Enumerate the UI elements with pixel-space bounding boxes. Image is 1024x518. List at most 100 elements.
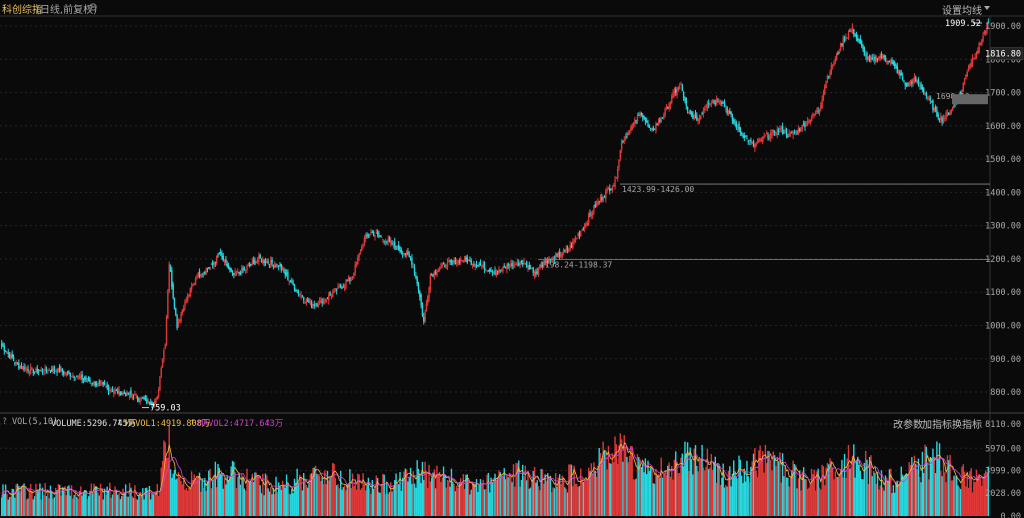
ma-settings-button[interactable]: 设置均线 <box>942 6 982 17</box>
volume-bar <box>942 458 945 516</box>
volume-bar <box>350 488 352 516</box>
volume-bar <box>391 491 393 516</box>
candle-body <box>930 100 933 102</box>
volume-bar <box>520 480 523 516</box>
candle-body <box>347 278 350 280</box>
candle-body <box>767 135 769 139</box>
volume-bar <box>908 462 910 516</box>
volume-bar <box>578 486 581 516</box>
candle-body <box>462 260 465 263</box>
volume-bar <box>120 496 123 516</box>
volume-bar <box>734 473 736 516</box>
volume-bar <box>711 469 714 516</box>
candle-body <box>182 308 185 312</box>
candle-body <box>354 264 356 274</box>
volume-bar <box>597 465 599 516</box>
candle-body <box>318 300 321 304</box>
change-params-button[interactable]: 改参数 <box>893 420 923 431</box>
candle-body <box>84 377 86 380</box>
volume-bar <box>357 473 359 516</box>
candle-body <box>14 362 16 364</box>
candle-body <box>473 264 475 266</box>
volume-bar <box>787 477 789 516</box>
candle-body <box>614 179 616 187</box>
volume-bar <box>48 498 50 516</box>
price-tick-label: 1800.00 <box>985 55 1021 65</box>
candle-body <box>342 286 345 288</box>
volume-bar <box>504 479 507 516</box>
candle-body <box>60 369 62 371</box>
volume-bar <box>70 485 73 516</box>
candle-body <box>813 114 815 116</box>
chevron-down-icon[interactable] <box>984 6 990 10</box>
volume-bar <box>390 482 392 516</box>
volume-bar <box>875 483 877 516</box>
candle-body <box>830 65 833 74</box>
candle-body <box>678 86 681 90</box>
candle-body <box>583 224 586 229</box>
candle-body <box>714 102 716 104</box>
volume-bar <box>196 478 198 516</box>
volume-bar <box>449 486 451 516</box>
gear-icon[interactable] <box>88 2 98 12</box>
candle-body <box>51 368 53 372</box>
candle-body <box>285 272 288 275</box>
volume-bar <box>387 493 389 516</box>
volume-bar <box>627 462 629 516</box>
candle-body <box>260 259 263 262</box>
volume-bar <box>862 479 864 516</box>
candle-body <box>376 231 379 235</box>
volume-bar <box>834 471 837 516</box>
candle-body <box>226 263 228 268</box>
candle-body <box>95 383 98 386</box>
candle-body <box>89 379 91 382</box>
volume-bar <box>982 476 984 516</box>
candle-body <box>379 236 381 238</box>
volume-bar <box>366 484 368 516</box>
candle-body <box>529 268 532 270</box>
candle-body <box>374 234 376 237</box>
candle-body <box>515 264 517 266</box>
candle-body <box>136 396 139 399</box>
volume-bar <box>892 485 895 516</box>
index-title[interactable]: 科创综指 <box>2 5 42 16</box>
candle-body <box>135 394 137 396</box>
add-indicator-button[interactable]: 加指标 <box>922 420 952 431</box>
volume-bar <box>358 474 360 516</box>
volume-bar <box>321 477 323 516</box>
volume-bar <box>558 474 561 516</box>
candle-body <box>252 259 255 262</box>
candle-body <box>669 101 672 107</box>
candle-body <box>305 298 308 304</box>
candle-body <box>295 289 297 291</box>
candle-body <box>590 214 592 216</box>
volume-bar <box>106 486 108 516</box>
candle-body <box>896 66 899 74</box>
candle-body <box>299 294 301 296</box>
volume-bar <box>62 488 65 516</box>
candle-body <box>638 115 640 117</box>
candle-body <box>721 102 723 104</box>
candle-body <box>886 60 888 62</box>
volume-bar <box>838 473 840 516</box>
candle-body <box>169 265 172 272</box>
volume-help-icon[interactable]: ? <box>2 417 8 427</box>
volume-bar <box>506 475 508 516</box>
candle-body <box>227 265 230 270</box>
volume-bar <box>933 456 935 516</box>
volume-bar <box>531 479 533 516</box>
candle-body <box>651 128 653 130</box>
volume-bar <box>293 478 296 516</box>
chart-mode[interactable]: (日线,前复权) <box>36 5 97 16</box>
volume-bar <box>647 460 649 516</box>
volume-bar <box>445 487 447 516</box>
volume-bar <box>573 465 575 516</box>
switch-indicator-button[interactable]: 换指标 <box>952 420 982 431</box>
candle-body <box>490 270 492 272</box>
candle-body <box>151 402 153 405</box>
volume-bar <box>22 484 24 516</box>
volume-bar <box>130 487 132 516</box>
candle-body <box>361 246 363 251</box>
candle-body <box>69 372 71 377</box>
